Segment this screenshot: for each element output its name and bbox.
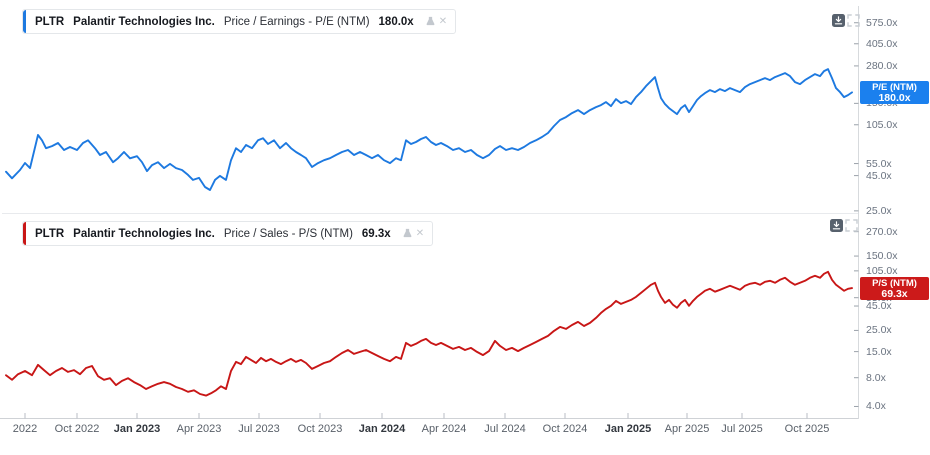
x-axis-label: Jul 2023 xyxy=(238,423,280,435)
ticker-label: PLTR xyxy=(35,227,65,240)
series-style-icon[interactable] xyxy=(402,228,413,239)
series-color-bar xyxy=(23,10,26,33)
y-axis-label: 105.0x xyxy=(866,264,898,277)
series-legend-ps[interactable]: PLTR Palantir Technologies Inc. Price / … xyxy=(22,221,434,246)
remove-series-icon[interactable]: ✕ xyxy=(415,228,425,239)
last-value-badge-ps: P/S (NTM) 69.3x xyxy=(860,276,929,300)
series-style-icon[interactable] xyxy=(425,16,436,27)
y-axis-label: 25.0x xyxy=(866,204,892,217)
y-axis-label: 270.0x xyxy=(866,225,898,238)
badge-metric-label: P/S (NTM) xyxy=(872,277,917,289)
x-axis-label: Jul 2025 xyxy=(721,423,763,435)
series-legend-pe[interactable]: PLTR Palantir Technologies Inc. Price / … xyxy=(22,9,457,34)
metric-label: Price / Sales - P/S (NTM) xyxy=(223,227,353,240)
current-value-label: 69.3x xyxy=(361,227,391,240)
x-axis-label: Oct 2024 xyxy=(542,423,588,435)
last-value-badge-pe: P/E (NTM) 180.0x xyxy=(860,80,929,104)
badge-value-label: 69.3x xyxy=(881,287,908,300)
x-axis-label: Jan 2024 xyxy=(358,423,406,435)
x-axis-label: Oct 2023 xyxy=(297,423,343,435)
badge-metric-label: P/E (NTM) xyxy=(872,81,917,93)
badge-value-label: 180.0x xyxy=(878,91,911,104)
y-axis-label: 55.0x xyxy=(866,157,892,170)
x-axis-label: Jan 2025 xyxy=(604,423,652,435)
y-axis-label: 105.0x xyxy=(866,118,898,131)
x-axis-label: Oct 2022 xyxy=(54,423,100,435)
axis-tick-marks xyxy=(24,22,859,419)
expand-chart-button-top[interactable] xyxy=(846,13,860,27)
y-axis-label: 45.0x xyxy=(866,300,892,313)
x-axis-label: Apr 2023 xyxy=(176,423,222,435)
x-axis-label: Jul 2024 xyxy=(484,423,526,435)
x-axis-label: Oct 2025 xyxy=(784,423,830,435)
y-axis-label: 25.0x xyxy=(866,324,892,337)
y-axis-label: 45.0x xyxy=(866,169,892,182)
y-axis-label: 8.0x xyxy=(866,371,886,384)
y-axis-label: 280.0x xyxy=(866,59,898,72)
y-axis-label: 575.0x xyxy=(866,16,898,29)
x-axis-label: Apr 2024 xyxy=(421,423,467,435)
download-chart-button-top[interactable] xyxy=(831,13,845,27)
x-axis-label: 2022 xyxy=(12,423,38,435)
company-name-label: Palantir Technologies Inc. xyxy=(73,15,215,28)
y-axis-label: 4.0x xyxy=(866,400,886,413)
ticker-label: PLTR xyxy=(35,15,65,28)
expand-chart-button-bottom[interactable] xyxy=(844,218,858,232)
ps-line-series xyxy=(5,270,853,397)
current-value-label: 180.0x xyxy=(378,15,414,28)
x-axis-label: Apr 2025 xyxy=(664,423,710,435)
y-axis-label: 405.0x xyxy=(866,37,898,50)
remove-series-icon[interactable]: ✕ xyxy=(438,16,448,27)
download-chart-button-bottom[interactable] xyxy=(829,218,843,232)
x-axis-label: Jan 2023 xyxy=(113,423,161,435)
company-name-label: Palantir Technologies Inc. xyxy=(73,227,215,240)
pe-line-series xyxy=(5,68,853,191)
metric-label: Price / Earnings - P/E (NTM) xyxy=(223,15,370,28)
y-axis-label: 15.0x xyxy=(866,345,892,358)
y-axis-label: 150.0x xyxy=(866,250,898,263)
series-color-bar xyxy=(23,222,26,245)
